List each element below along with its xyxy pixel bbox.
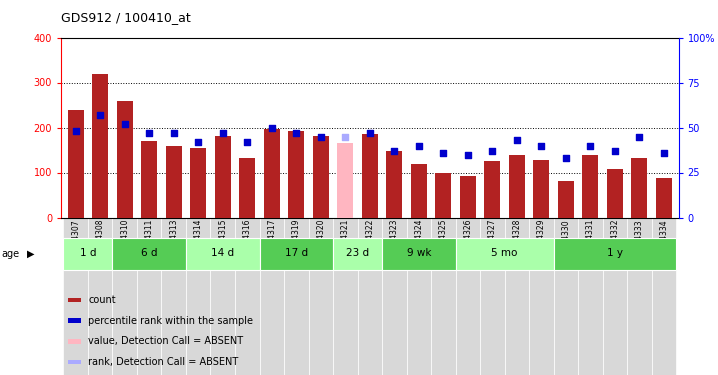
FancyBboxPatch shape [309,217,333,375]
Point [413,142,424,148]
Text: value, Detection Call = ABSENT: value, Detection Call = ABSENT [88,336,243,346]
FancyBboxPatch shape [480,217,505,375]
Text: 5 mo: 5 mo [491,248,518,258]
FancyBboxPatch shape [505,217,529,375]
Text: percentile rank within the sample: percentile rank within the sample [88,316,253,326]
Point [536,142,547,148]
FancyBboxPatch shape [137,217,162,375]
Bar [509,154,525,218]
FancyBboxPatch shape [259,217,284,375]
Bar [533,160,549,218]
FancyBboxPatch shape [358,217,382,375]
FancyBboxPatch shape [382,217,406,375]
Bar [166,146,182,218]
FancyBboxPatch shape [113,238,186,270]
Bar [239,158,255,218]
FancyBboxPatch shape [162,217,186,375]
Point [511,137,523,143]
Bar [313,136,329,218]
Point [144,130,155,136]
Bar [582,154,598,218]
Point [241,139,253,145]
Point [95,112,106,118]
FancyBboxPatch shape [63,217,88,375]
FancyBboxPatch shape [382,238,455,270]
Bar [362,134,378,218]
FancyBboxPatch shape [578,217,602,375]
Bar [337,143,353,218]
FancyBboxPatch shape [235,217,259,375]
Text: 6 d: 6 d [141,248,157,258]
Bar [117,101,133,217]
Point [340,134,351,140]
FancyBboxPatch shape [554,238,676,270]
Point [315,134,327,140]
Bar [386,151,402,217]
FancyBboxPatch shape [406,217,431,375]
Text: ▶: ▶ [27,249,34,259]
Bar [67,110,84,218]
Bar [607,169,623,217]
FancyBboxPatch shape [186,238,259,270]
Text: 17 d: 17 d [285,248,308,258]
Bar [264,129,280,218]
FancyBboxPatch shape [554,217,578,375]
FancyBboxPatch shape [259,238,333,270]
Point [658,150,670,156]
Bar [435,172,451,217]
FancyBboxPatch shape [88,217,113,375]
Text: 1 y: 1 y [607,248,623,258]
Bar [93,74,108,217]
Point [437,150,449,156]
Point [119,121,131,127]
Text: rank, Detection Call = ABSENT: rank, Detection Call = ABSENT [88,357,238,367]
Point [609,148,620,154]
Text: count: count [88,295,116,305]
Bar [141,141,157,218]
Point [168,130,180,136]
Text: 9 wk: 9 wk [406,248,431,258]
Text: age: age [1,249,19,259]
Point [487,148,498,154]
FancyBboxPatch shape [284,217,309,375]
Bar [215,136,230,218]
FancyBboxPatch shape [186,217,210,375]
Text: 23 d: 23 d [346,248,369,258]
FancyBboxPatch shape [333,238,382,270]
Text: 14 d: 14 d [211,248,234,258]
Point [560,155,572,161]
Bar [460,176,476,217]
FancyBboxPatch shape [63,238,113,270]
Text: 1 d: 1 d [80,248,96,258]
FancyBboxPatch shape [455,217,480,375]
Bar [190,148,206,217]
Point [584,142,596,148]
FancyBboxPatch shape [333,217,358,375]
Bar [656,178,672,218]
Point [217,130,228,136]
Point [388,148,400,154]
Point [462,152,474,157]
FancyBboxPatch shape [529,217,554,375]
FancyBboxPatch shape [627,217,651,375]
FancyBboxPatch shape [431,217,455,375]
Point [70,128,81,134]
Bar [411,164,426,218]
Point [291,130,302,136]
FancyBboxPatch shape [113,217,137,375]
FancyBboxPatch shape [602,217,627,375]
Text: GDS912 / 100410_at: GDS912 / 100410_at [61,11,191,24]
Point [192,139,204,145]
Point [364,130,376,136]
FancyBboxPatch shape [455,238,554,270]
Bar [631,158,647,218]
FancyBboxPatch shape [210,217,235,375]
Bar [289,131,304,218]
FancyBboxPatch shape [651,217,676,375]
Bar [558,181,574,218]
Point [633,134,645,140]
Point [266,124,277,130]
Bar [485,161,500,218]
